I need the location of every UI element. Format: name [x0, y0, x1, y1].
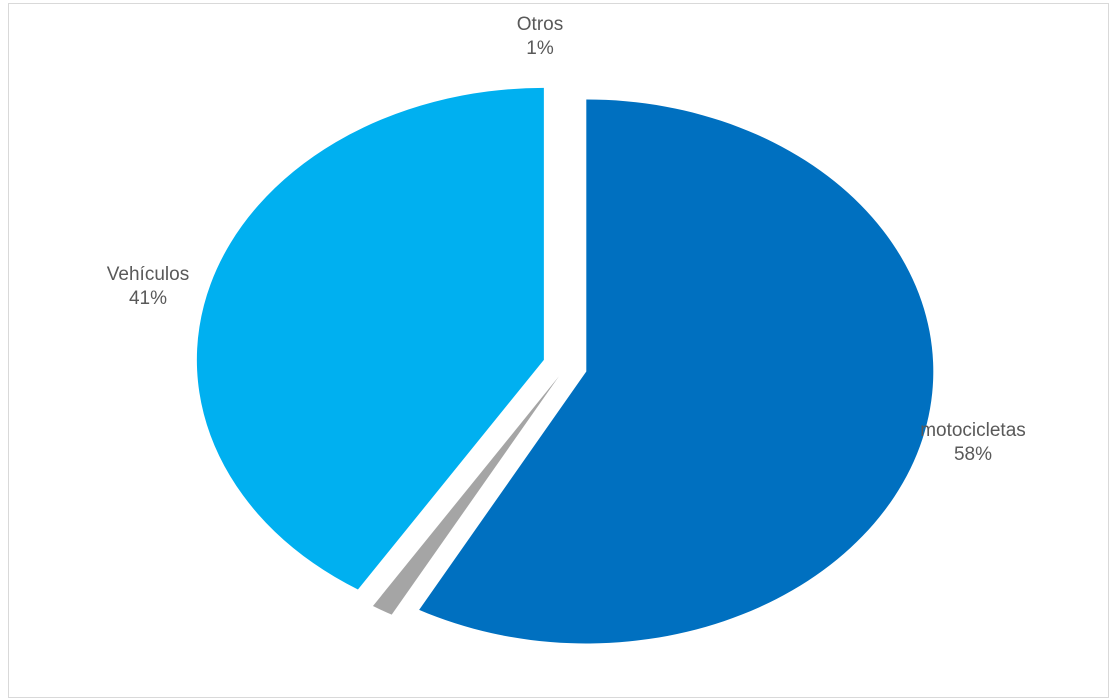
- data-label-category: motocicletas: [920, 420, 1026, 441]
- data-label-category: Otros: [517, 14, 563, 35]
- data-label-percent: 1%: [526, 38, 554, 59]
- data-label-vehiculos: Vehículos 41%: [107, 264, 189, 309]
- data-label-percent: 41%: [129, 288, 167, 309]
- data-label-category: Vehículos: [107, 264, 189, 285]
- pie-slices: [196, 87, 934, 644]
- data-label-motocicletas: motocicletas 58%: [920, 420, 1026, 465]
- data-label-otros: Otros 1%: [517, 14, 563, 59]
- pie-slice-motocicletas: [419, 99, 934, 644]
- data-labels: motocicletas 58% Otros 1% Vehículos 41%: [107, 14, 1026, 465]
- pie-slice-otros: [372, 376, 559, 615]
- data-label-percent: 58%: [954, 444, 992, 465]
- pie-slice-vehiculos: [196, 87, 544, 590]
